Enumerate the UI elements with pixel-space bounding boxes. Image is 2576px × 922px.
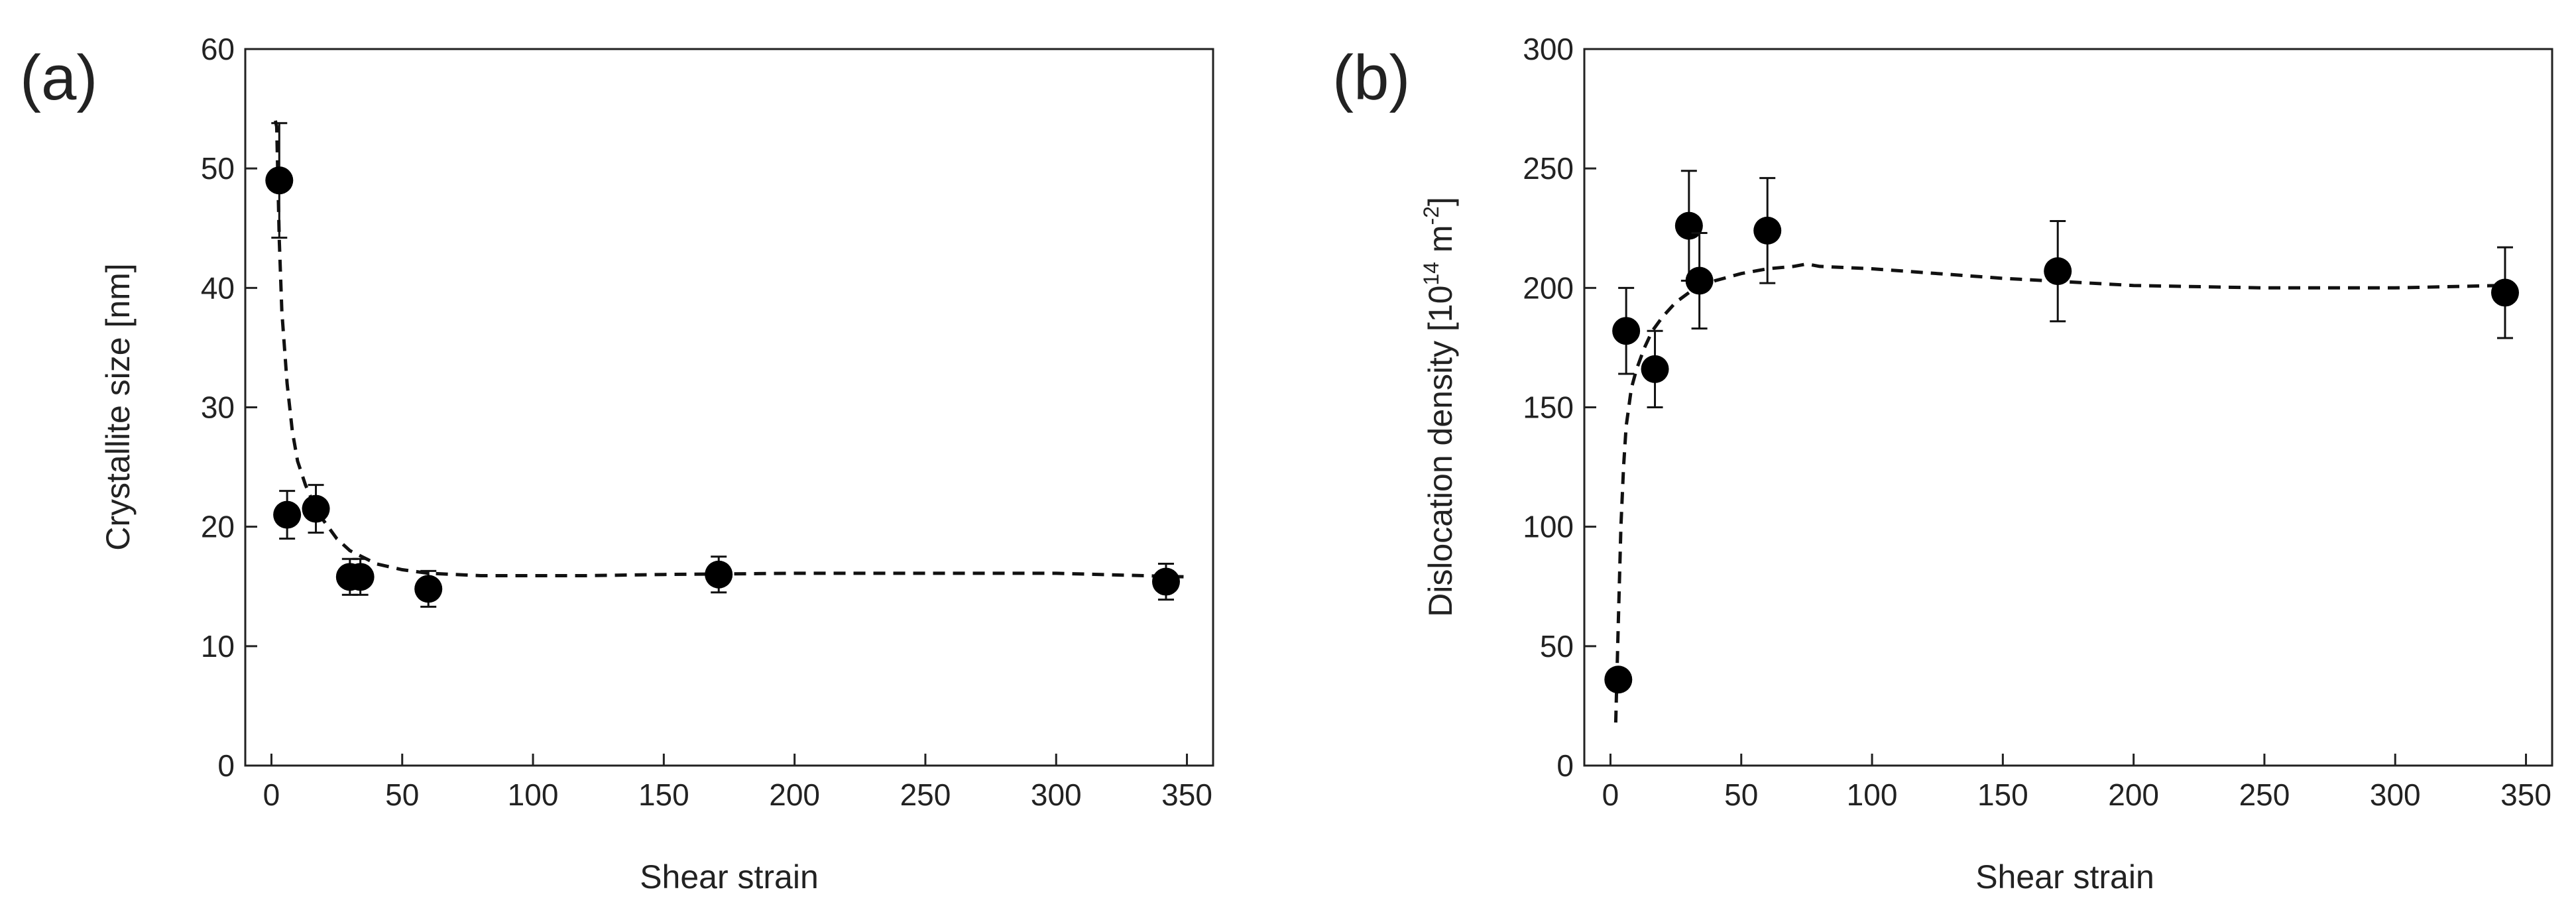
data-point (1151, 567, 1180, 596)
y-tick-label: 10 (201, 629, 235, 663)
panel-b-y-axis-title-unit: m (1422, 225, 1459, 262)
panel-b-x-ticks: 0 50 100 150 200 250 300 350 (1602, 754, 2551, 812)
data-point (1753, 216, 1782, 245)
y-tick-label: 60 (201, 32, 235, 66)
data-point (414, 575, 443, 603)
x-tick-label: 100 (508, 778, 559, 812)
x-tick-label: 300 (2370, 778, 2421, 812)
x-tick-label: 300 (1031, 778, 1082, 812)
panel-b-points (1604, 170, 2519, 694)
y-tick-label: 150 (1523, 390, 1574, 425)
panel-b-y-axis-title-exp: 14 (1419, 262, 1443, 286)
data-point (1685, 266, 1714, 295)
x-tick-label: 200 (769, 778, 820, 812)
panel-a-chart: (a) 0 50 100 150 200 250 300 350 0102030405060 … (20, 32, 1214, 895)
data-point (1604, 665, 1633, 694)
panel-a-fit (273, 120, 1187, 579)
data-point (346, 563, 375, 591)
panel-b-x-axis-title: Shear strain (1975, 858, 2154, 895)
panel-b-y-axis-title: Dislocation density [1014 m-2] (1419, 197, 1459, 617)
x-tick-label: 50 (1724, 778, 1758, 812)
x-tick-label: 250 (2239, 778, 2290, 812)
data-point (273, 500, 302, 529)
x-tick-label: 250 (900, 778, 951, 812)
y-tick-label: 300 (1523, 32, 1574, 66)
panel-b-y-axis-title-main: Dislocation density [10 (1422, 286, 1459, 617)
y-tick-label: 30 (201, 390, 235, 425)
x-tick-label: 150 (638, 778, 689, 812)
y-tick-label: 20 (201, 510, 235, 544)
panel-a-x-ticks: 0 50 100 150 200 250 300 350 (263, 754, 1212, 812)
panel-b-y-ticks: 0 50 100 150 200 250 300 (1523, 32, 1596, 783)
panel-a-x-axis-title: Shear strain (640, 858, 819, 895)
y-tick-label: 50 (201, 151, 235, 186)
panel-b-plot-frame (1583, 48, 2553, 767)
y-tick-label: 0 (217, 748, 235, 783)
panel-a-y-axis-title: Crystallite size [nm] (99, 263, 137, 550)
panel-b-chart: (b) 0 50 100 150 200 250 300 350 0 50 100 150 200 25… (1332, 32, 2553, 895)
x-tick-label: 150 (1977, 778, 2028, 812)
x-tick-label: 100 (1847, 778, 1898, 812)
data-point (2044, 257, 2072, 286)
panel-b-label: (b) (1332, 42, 1410, 113)
data-point (705, 560, 733, 589)
data-point (2490, 278, 2519, 307)
x-tick-label: 0 (263, 778, 280, 812)
panel-b-fit (1613, 262, 2500, 723)
data-point (1641, 355, 1669, 383)
data-point (302, 494, 330, 523)
fit-curve-dashed (273, 120, 1187, 579)
panel-b-y-axis-title-end: ] (1422, 197, 1459, 206)
panel-a-points (265, 122, 1180, 608)
panel-a-label: (a) (20, 42, 97, 113)
data-point (265, 166, 294, 195)
y-tick-label: 250 (1523, 151, 1574, 186)
x-tick-label: 350 (2500, 778, 2551, 812)
fit-curve-dashed (1613, 262, 2500, 723)
y-tick-label: 0 (1556, 748, 1574, 783)
y-tick-label: 100 (1523, 510, 1574, 544)
y-tick-label: 200 (1523, 270, 1574, 305)
panel-b-y-axis-title-unit-exp: -2 (1419, 206, 1443, 225)
y-tick-label: 50 (1540, 629, 1574, 663)
x-tick-label: 350 (1161, 778, 1212, 812)
x-tick-label: 200 (2108, 778, 2159, 812)
panel-a-plot-frame (244, 48, 1214, 767)
data-point (1612, 317, 1641, 345)
y-tick-label: 40 (201, 270, 235, 305)
x-tick-label: 0 (1602, 778, 1619, 812)
x-tick-label: 50 (385, 778, 419, 812)
panel-a-y-ticks: 0 10 20 30 40 50 60 (201, 32, 257, 783)
